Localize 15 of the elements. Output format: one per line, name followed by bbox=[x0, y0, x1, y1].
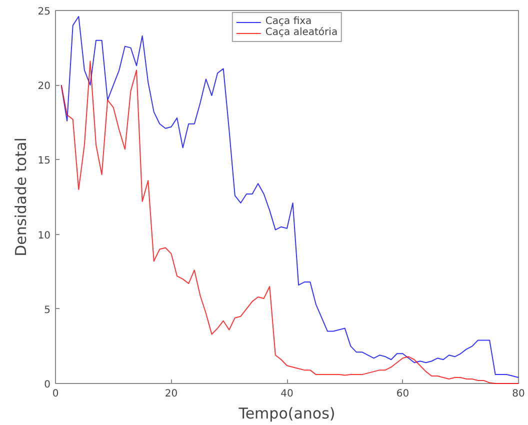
x-tick-label: 0 bbox=[52, 388, 59, 400]
y-tick-label: 25 bbox=[38, 6, 51, 18]
x-tick-label: 80 bbox=[512, 388, 525, 400]
x-axis-title: Tempo(anos) bbox=[238, 404, 336, 422]
x-tick-label: 40 bbox=[280, 388, 294, 400]
legend-label: Caça fixa bbox=[265, 16, 312, 27]
y-tick-label: 20 bbox=[38, 81, 51, 92]
y-tick-label: 10 bbox=[38, 230, 51, 242]
x-tick-label: 20 bbox=[164, 388, 178, 400]
y-tick-label: 5 bbox=[44, 304, 51, 316]
y-tick-label: 0 bbox=[44, 380, 51, 390]
y-tick-label: 15 bbox=[38, 156, 51, 167]
y-axis-title: Densidade total bbox=[12, 138, 30, 256]
x-tick-label: 60 bbox=[396, 388, 410, 400]
legend-label: Caça aleatória bbox=[265, 27, 338, 38]
